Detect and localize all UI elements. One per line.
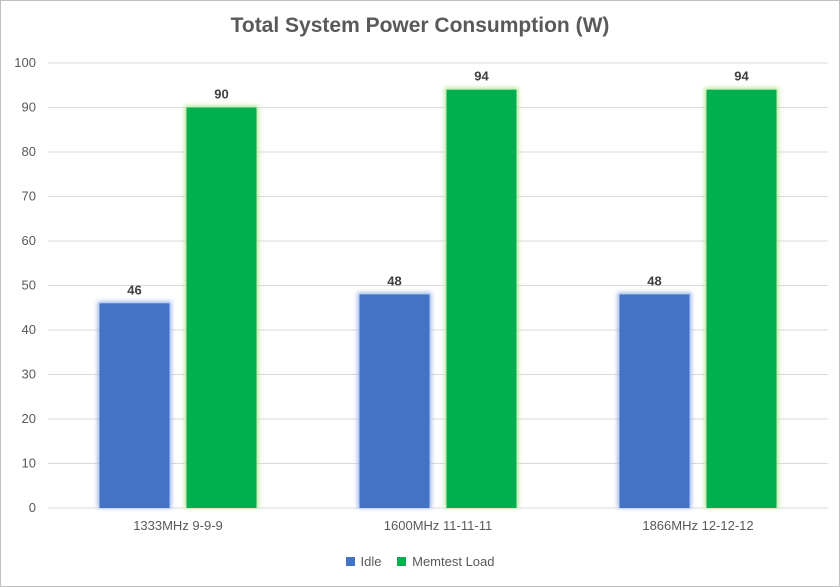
y-tick-label: 100 (14, 55, 36, 70)
bar-memtest-load (706, 89, 777, 508)
data-label-idle: 48 (647, 273, 661, 288)
legend-swatch-idle (345, 557, 355, 566)
legend-item-idle: Idle (345, 554, 382, 569)
bar-idle (99, 303, 170, 508)
data-label-memtest-load: 94 (734, 69, 749, 84)
x-tick-label: 1600MHz 11-11-11 (384, 518, 492, 533)
data-label-memtest-load: 94 (474, 69, 489, 84)
legend-label-memtest-load: Memtest Load (412, 554, 495, 569)
y-tick-label: 80 (22, 144, 36, 159)
legend-swatch-memtest-load (397, 557, 407, 566)
legend-item-memtest-load: Memtest Load (397, 554, 494, 569)
y-tick-label: 20 (22, 411, 36, 426)
bar-idle (359, 294, 430, 508)
y-tick-label: 60 (22, 233, 36, 248)
bar-memtest-load (186, 107, 257, 508)
x-tick-label: 1866MHz 12-12-12 (642, 518, 753, 533)
bar-memtest-load (446, 89, 517, 508)
y-tick-label: 50 (22, 278, 36, 293)
data-label-idle: 48 (387, 273, 401, 288)
bar-idle (619, 294, 690, 508)
data-label-memtest-load: 90 (214, 87, 228, 102)
y-tick-label: 30 (22, 367, 36, 382)
data-label-idle: 46 (127, 282, 141, 297)
y-tick-label: 0 (29, 500, 36, 515)
legend: Idle Memtest Load (0, 554, 840, 569)
y-tick-label: 40 (22, 322, 36, 337)
chart-title: Total System Power Consumption (W) (230, 14, 610, 37)
y-tick-label: 70 (22, 189, 36, 204)
legend-label-idle: Idle (360, 554, 382, 569)
x-tick-label: 1333MHz 9-9-9 (133, 518, 223, 533)
y-tick-label: 90 (22, 100, 36, 115)
y-tick-label: 10 (22, 456, 36, 471)
